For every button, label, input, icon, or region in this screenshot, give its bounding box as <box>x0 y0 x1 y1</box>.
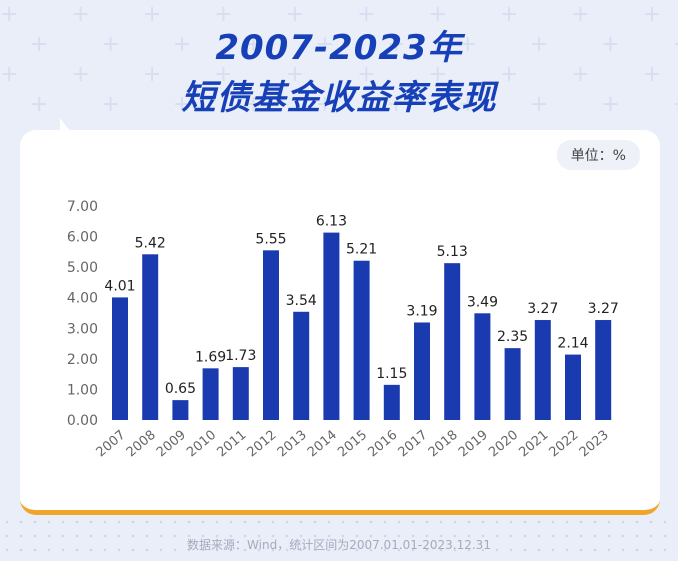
bar-2016 <box>383 384 400 420</box>
data-label: 4.01 <box>104 278 135 294</box>
x-tick-label: 2009 <box>154 428 189 461</box>
data-label: 3.54 <box>286 293 317 309</box>
data-label: 2.14 <box>557 336 588 352</box>
data-label: 5.42 <box>135 235 166 251</box>
y-tick-label: 4.00 <box>67 291 98 307</box>
y-tick-label: 1.00 <box>67 382 98 398</box>
data-label: 2.35 <box>497 329 528 345</box>
bar-2018 <box>444 263 461 420</box>
y-tick-label: 2.00 <box>67 352 98 368</box>
x-tick-label: 2023 <box>577 428 612 461</box>
bar-2014 <box>323 232 340 420</box>
data-label: 5.13 <box>437 244 468 260</box>
x-tick-label: 2015 <box>335 428 370 461</box>
unit-badge: 单位：% <box>556 140 640 170</box>
title-line-2: 短债基金收益率表现 <box>181 78 497 118</box>
bar-2020 <box>504 348 521 420</box>
source-note: 数据来源：Wind，统计区间为2007.01.01-2023.12.31 <box>187 538 491 552</box>
data-label: 3.49 <box>467 294 498 310</box>
y-tick-label: 5.00 <box>67 260 98 276</box>
data-label: 6.13 <box>316 214 347 230</box>
bar-2019 <box>474 313 491 420</box>
bar-2021 <box>534 320 551 420</box>
data-label: 3.19 <box>406 303 437 319</box>
x-tick-label: 2012 <box>245 428 280 461</box>
x-tick-label: 2008 <box>124 428 159 461</box>
data-label: 0.65 <box>165 381 196 397</box>
x-tick-label: 2019 <box>456 428 491 461</box>
bar-2011 <box>232 367 249 420</box>
data-label: 5.21 <box>346 242 377 258</box>
data-label: 1.73 <box>225 348 256 364</box>
data-label: 5.55 <box>255 231 286 247</box>
y-tick-label: 6.00 <box>67 230 98 246</box>
data-label: 3.27 <box>588 301 619 317</box>
x-tick-label: 2017 <box>396 428 431 461</box>
x-tick-label: 2016 <box>365 428 400 461</box>
x-tick-label: 2021 <box>516 428 551 461</box>
data-label: 1.69 <box>195 349 226 365</box>
x-tick-label: 2011 <box>214 428 249 461</box>
x-tick-label: 2022 <box>547 428 582 461</box>
x-tick-label: 2020 <box>486 428 521 461</box>
x-tick-label: 2014 <box>305 428 340 461</box>
x-tick-label: 2013 <box>275 428 310 461</box>
bar-2022 <box>565 354 581 420</box>
data-label: 3.27 <box>527 301 558 317</box>
bar-2008 <box>142 254 159 420</box>
y-tick-label: 3.00 <box>67 321 98 337</box>
bar-2013 <box>293 311 310 420</box>
background-dot-pattern <box>0 515 678 561</box>
data-label: 1.15 <box>376 366 407 382</box>
y-tick-label: 0.00 <box>67 413 98 429</box>
bar-2010 <box>202 368 219 420</box>
x-tick-label: 2010 <box>184 428 219 461</box>
bar-2007 <box>112 297 128 420</box>
y-tick-label: 7.00 <box>67 199 98 215</box>
bar-2015 <box>353 260 370 420</box>
x-tick-label: 2007 <box>94 428 129 461</box>
bar-2023 <box>595 320 612 420</box>
bar-2017 <box>414 322 430 420</box>
x-tick-label: 2018 <box>426 428 461 461</box>
bar-2009 <box>172 400 189 420</box>
title-line-1: 2007-2023年 <box>215 28 463 68</box>
bar-2012 <box>263 250 279 420</box>
